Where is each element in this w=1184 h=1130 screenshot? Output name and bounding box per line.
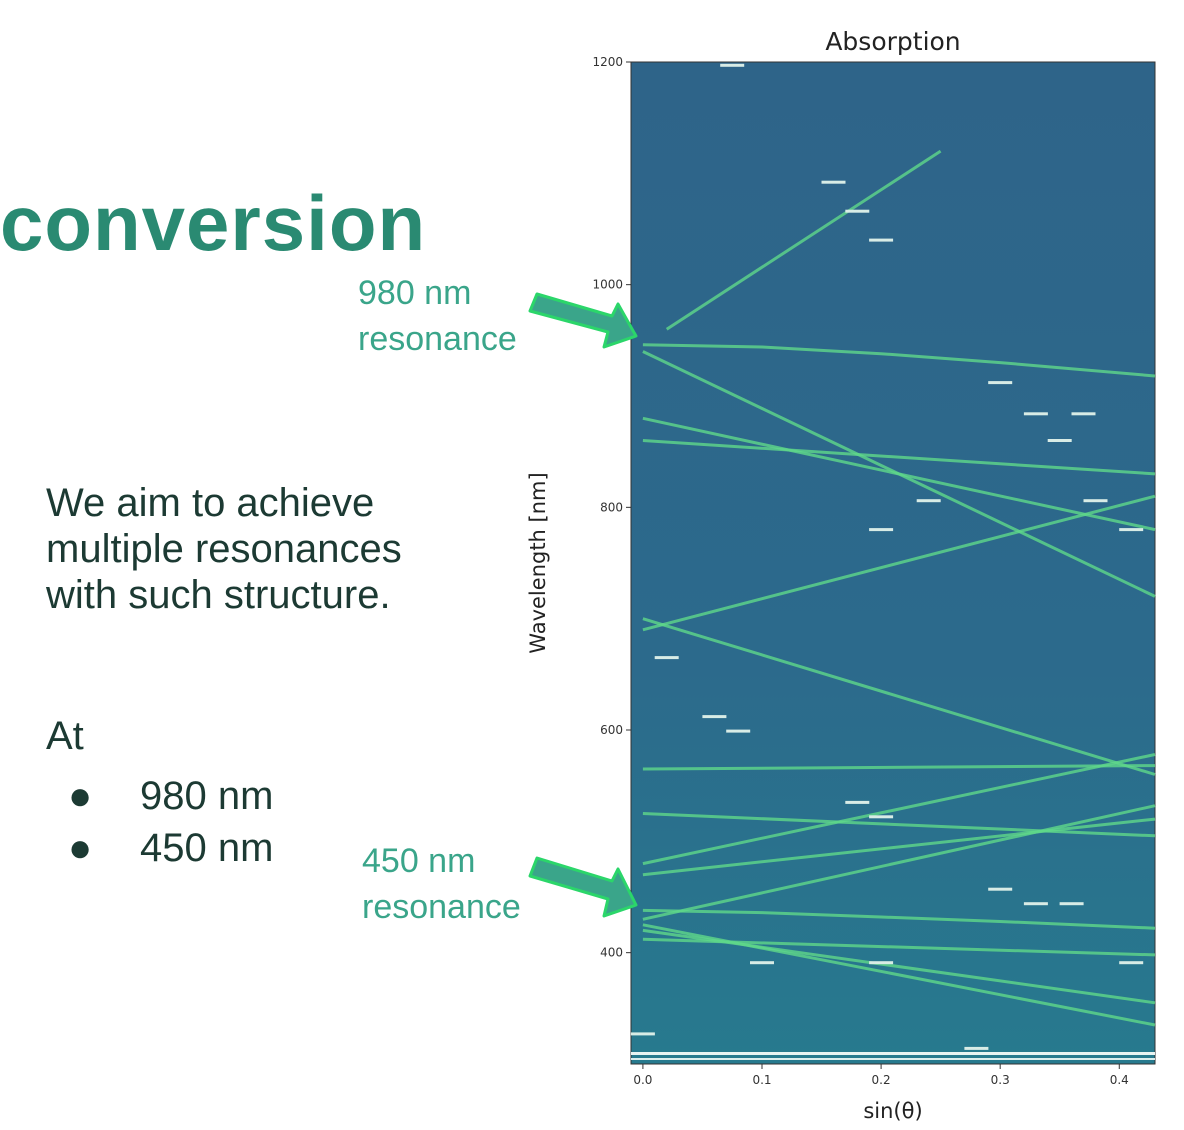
y-axis-label: Wavelength [nm]	[526, 472, 550, 653]
x-tick-label: 0.3	[991, 1073, 1010, 1087]
bright-segment	[869, 815, 894, 819]
resonance-line	[642, 416, 1156, 532]
bright-segment	[845, 800, 870, 804]
bright-segment	[1059, 902, 1084, 906]
bright-segment	[869, 528, 894, 532]
resonance-line	[642, 439, 1156, 476]
annotation-980: 980 nm resonance	[358, 270, 517, 362]
bottom-band	[631, 1058, 1155, 1060]
chart-title: Absorption	[825, 27, 960, 56]
bright-segment	[1083, 499, 1108, 503]
resonance-line	[642, 817, 1156, 877]
bright-segment	[1047, 439, 1072, 442]
bright-segment	[750, 961, 774, 965]
annotation-line: 450 nm	[362, 842, 476, 880]
x-axis-label: sin(θ)	[863, 1099, 922, 1123]
annotation-line: 980 nm	[358, 274, 472, 312]
resonance-line	[642, 804, 1156, 921]
bright-segment	[726, 729, 751, 733]
wavelength-bullet-list: ● 980 nm ● 450 nm	[46, 770, 273, 874]
bright-segment	[845, 209, 870, 213]
bullet-text: 450 nm	[140, 826, 274, 870]
bullet-dot-icon: ●	[68, 774, 93, 818]
bottom-band	[631, 1052, 1155, 1055]
slide-title: conversion	[0, 179, 427, 267]
bright-segment	[988, 887, 1013, 891]
bright-segment	[1023, 902, 1048, 906]
arrow-450-icon	[528, 856, 638, 918]
x-tick-label: 0.2	[872, 1073, 891, 1087]
x-tick-label: 0.4	[1110, 1073, 1129, 1087]
bright-segment	[702, 715, 727, 719]
resonance-line	[665, 149, 942, 331]
bright-segment	[964, 1046, 989, 1050]
bright-segment	[988, 381, 1013, 385]
bright-segment	[720, 63, 745, 67]
at-label: At	[46, 714, 84, 758]
tick-layer: 0.0 0.1 0.2 0.3 0.4 400 600 800 1000 1200	[592, 55, 1128, 1087]
body-line: multiple resonances	[46, 527, 402, 571]
resonance-line	[642, 812, 1156, 838]
arrow-980-icon	[528, 292, 638, 349]
bullet-text: 980 nm	[140, 774, 274, 818]
x-tick-label: 0.0	[633, 1073, 652, 1087]
annotation-line: resonance	[362, 888, 521, 926]
y-tick-label: 600	[600, 723, 623, 737]
body-line: We aim to achieve	[46, 481, 375, 525]
bright-segment	[1119, 528, 1144, 532]
x-tick-label: 0.1	[752, 1073, 771, 1087]
bright-segment	[821, 180, 846, 184]
bright-segment	[654, 656, 679, 660]
body-line: with such structure.	[46, 573, 391, 617]
bright-segment	[869, 961, 894, 965]
bright-segment	[630, 1032, 655, 1036]
y-tick-label: 800	[600, 500, 623, 514]
resonance-line	[642, 764, 1156, 771]
bright-segment	[916, 499, 941, 503]
bullet-dot-icon: ●	[68, 826, 93, 870]
y-tick-label: 1000	[592, 278, 623, 292]
heatmap-background	[630, 61, 1156, 1065]
y-tick-label: 1200	[592, 55, 623, 69]
bright-segment	[869, 238, 894, 242]
bright-segment	[1119, 961, 1144, 965]
bullet-item: ● 980 nm	[46, 770, 273, 822]
annotation-450: 450 nm resonance	[362, 838, 521, 930]
y-tick-label: 400	[600, 946, 623, 960]
resonance-line	[642, 617, 1156, 776]
annotation-line: resonance	[358, 320, 517, 358]
resonance-line	[642, 928, 1156, 1005]
resonance-line	[642, 908, 1156, 930]
resonance-line	[642, 343, 1156, 378]
bright-segment	[1071, 412, 1096, 416]
body-text: We aim to achieve multiple resonances wi…	[46, 480, 402, 618]
resonance-line	[642, 494, 1156, 632]
resonance-layer	[642, 149, 1156, 1027]
bright-segment	[1023, 412, 1048, 416]
bullet-item: ● 450 nm	[46, 822, 273, 874]
resonance-line	[642, 753, 1156, 866]
bright-segment-layer	[630, 63, 1144, 1050]
